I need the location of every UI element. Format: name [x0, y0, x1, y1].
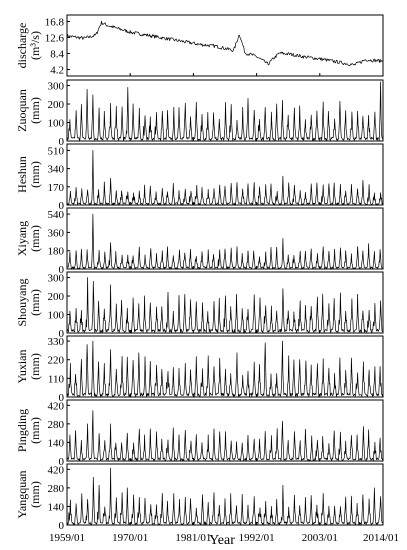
panel-frame: [66, 207, 384, 270]
y-tick-label: 0: [59, 136, 65, 148]
y-axis-label-line: (mm): [28, 353, 42, 380]
y-axis-label-line: Heshun: [15, 156, 29, 193]
y-tick-label: 0: [59, 456, 65, 468]
y-axis-label-line: Yuxian: [15, 350, 29, 384]
series-line: [66, 213, 383, 270]
panel-frame: [66, 335, 384, 398]
y-axis-label-line: Xiyang: [15, 221, 29, 256]
y-tick-label: 4.2: [50, 65, 64, 77]
y-tick-label: 12.6: [45, 32, 65, 44]
y-tick-label: 540: [48, 209, 65, 221]
y-tick-label: 420: [48, 464, 65, 476]
series-line: [66, 410, 383, 461]
y-axis-label-line: (mm): [28, 97, 42, 124]
y-tick-label: 300: [48, 273, 65, 285]
y-axis-label-line: discharge: [15, 23, 29, 69]
y-tick-label: 0: [59, 520, 65, 532]
y-axis-label-line: Shouyang: [15, 279, 29, 327]
yangquan-panel: 420 280 140 0 Yangquan(mm): [15, 463, 384, 532]
y-tick-label: 420: [48, 400, 65, 412]
panel-frame: [66, 463, 384, 526]
x-tick-label: 2003/01: [302, 532, 338, 544]
y-axis-label: discharge(m³/s): [15, 23, 42, 69]
y-axis-label-line: (mm): [28, 225, 42, 252]
y-tick-label: 8.4: [50, 49, 64, 61]
x-tick-label: 1970/01: [112, 532, 148, 544]
chart-panels: 16.8 12.6 8.4 4.2 discharge(m³/s) 300 200 100 0 Z…: [15, 14, 384, 532]
series-line: [66, 277, 383, 333]
series-line: [66, 20, 384, 66]
series-line: [67, 81, 383, 141]
y-tick-label: 0: [59, 200, 65, 212]
y-axis-label-line: (m³/s): [28, 31, 42, 60]
y-tick-label: 220: [48, 355, 65, 367]
x-tick-label: 2014/01: [363, 532, 399, 544]
y-axis-label-line: Pingding: [15, 409, 29, 452]
y-tick-label: 340: [48, 164, 65, 176]
y-tick-label: 180: [48, 246, 65, 258]
panel-frame: [66, 143, 384, 206]
y-tick-label: 16.8: [45, 16, 65, 28]
series-line: [66, 150, 383, 206]
y-tick-label: 140: [48, 501, 65, 513]
y-axis-label-line: (mm): [28, 481, 42, 508]
panel-frame: [66, 271, 384, 334]
y-tick-label: 280: [48, 483, 65, 495]
y-tick-label: 200: [48, 99, 65, 111]
y-tick-label: 140: [48, 437, 65, 449]
panel-frame: [66, 79, 384, 142]
series-line: [66, 467, 383, 525]
y-axis-label-line: (mm): [28, 289, 42, 316]
x-tick-label: 1992/01: [239, 532, 275, 544]
y-tick-label: 510: [48, 145, 65, 157]
y-tick-label: 170: [48, 182, 65, 194]
y-tick-label: 0: [59, 328, 65, 340]
x-axis: 1959/01 1970/01 1981/01 1992/01 2003/01 2014/…: [49, 532, 399, 544]
series-line: [66, 340, 383, 397]
y-tick-label: 360: [48, 227, 65, 239]
y-tick-label: 100: [48, 310, 65, 322]
pingding-panel: 420 280 140 0 Pingding(mm): [15, 399, 384, 468]
y-axis-label: Pingding(mm): [15, 409, 42, 452]
shouyang-panel: 300 200 100 0 Shouyang(mm): [15, 271, 384, 340]
y-tick-label: 280: [48, 419, 65, 431]
y-tick-label: 0: [59, 392, 65, 404]
y-axis-label: Heshun(mm): [15, 156, 42, 193]
y-axis-label: Yuxian(mm): [15, 350, 42, 384]
yuxian-panel: 330 220 110 0 Yuxian(mm): [15, 335, 384, 404]
y-tick-label: 300: [48, 81, 65, 93]
y-tick-label: 330: [48, 336, 65, 348]
y-axis-label-line: Yangquan: [15, 470, 29, 518]
y-axis-label-line: Zuoquan: [15, 89, 29, 132]
y-axis-label: Yangquan(mm): [15, 470, 42, 518]
y-tick-label: 0: [59, 264, 65, 276]
y-tick-label: 100: [48, 118, 65, 130]
y-axis-label: Zuoquan(mm): [15, 89, 42, 132]
y-axis-label: Xiyang(mm): [15, 221, 42, 256]
x-tick-label: 1981/01: [175, 532, 211, 544]
y-axis-label-line: (mm): [28, 417, 42, 444]
y-axis-label-line: (mm): [28, 161, 42, 188]
zuoquan-panel: 300 200 100 0 Zuoquan(mm): [15, 79, 384, 148]
y-tick-label: 200: [48, 291, 65, 303]
panel-frame: [66, 399, 384, 462]
discharge-panel: 16.8 12.6 8.4 4.2 discharge(m³/s): [15, 14, 384, 77]
xiyang-panel: 540 360 180 0 Xiyang(mm): [15, 207, 384, 276]
panel-frame: [66, 14, 384, 77]
y-axis-label: Shouyang(mm): [15, 279, 42, 327]
heshun-panel: 510 340 170 0 Heshun(mm): [15, 143, 384, 212]
x-axis-title: Year: [209, 533, 235, 548]
x-tick-label: 1959/01: [49, 532, 85, 544]
y-tick-label: 110: [48, 373, 65, 385]
